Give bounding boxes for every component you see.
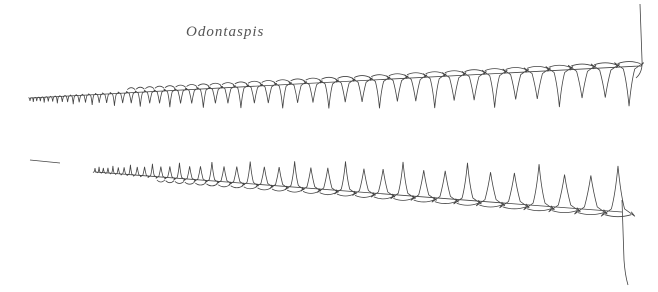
caption: Odontaspis [186,24,264,40]
background [0,0,658,292]
drawing: Odontaspis [0,0,658,292]
page: Odontaspis (() => { const data = JSON.pa… [0,0,658,292]
